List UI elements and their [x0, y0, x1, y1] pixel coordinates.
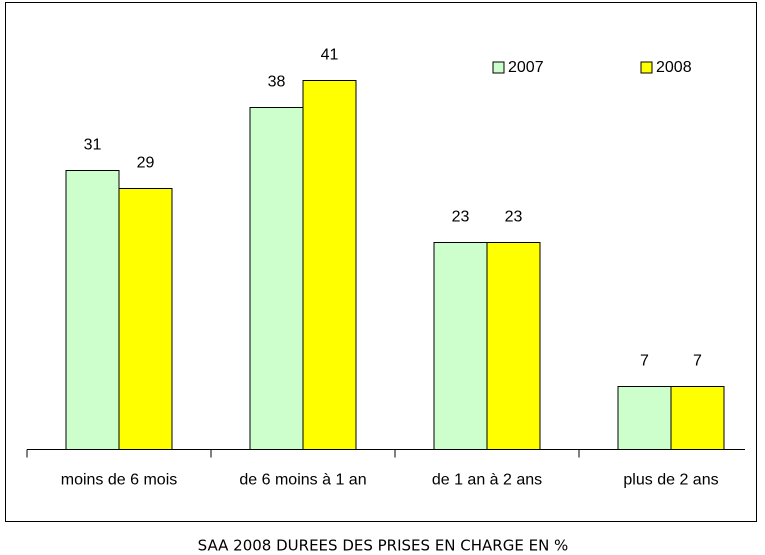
value-label: 41 — [321, 47, 339, 64]
bar — [65, 170, 120, 450]
legend-swatch — [640, 61, 653, 74]
x-tick-label: de 1 an à 2 ans — [432, 472, 542, 489]
bar — [118, 188, 173, 450]
value-label: 7 — [693, 353, 702, 370]
value-label: 29 — [137, 155, 155, 172]
x-tick-label: de 6 moins à 1 an — [239, 472, 366, 489]
bar — [617, 386, 672, 450]
legend-label: 2007 — [508, 59, 544, 76]
bar — [302, 80, 357, 450]
bar — [670, 386, 725, 450]
legend-swatch — [492, 61, 505, 74]
bar — [486, 242, 541, 450]
value-label: 38 — [268, 74, 286, 91]
value-label: 31 — [84, 137, 102, 154]
value-label: 23 — [505, 209, 523, 226]
legend-label: 2008 — [656, 59, 692, 76]
bar — [433, 242, 488, 450]
value-label: 23 — [452, 209, 470, 226]
x-tick-label: plus de 2 ans — [623, 472, 718, 489]
bar — [249, 107, 304, 450]
chart-title: SAA 2008 DUREES DES PRISES EN CHARGE EN … — [198, 537, 569, 555]
value-label: 7 — [640, 353, 649, 370]
x-tick-label: moins de 6 mois — [61, 472, 178, 489]
